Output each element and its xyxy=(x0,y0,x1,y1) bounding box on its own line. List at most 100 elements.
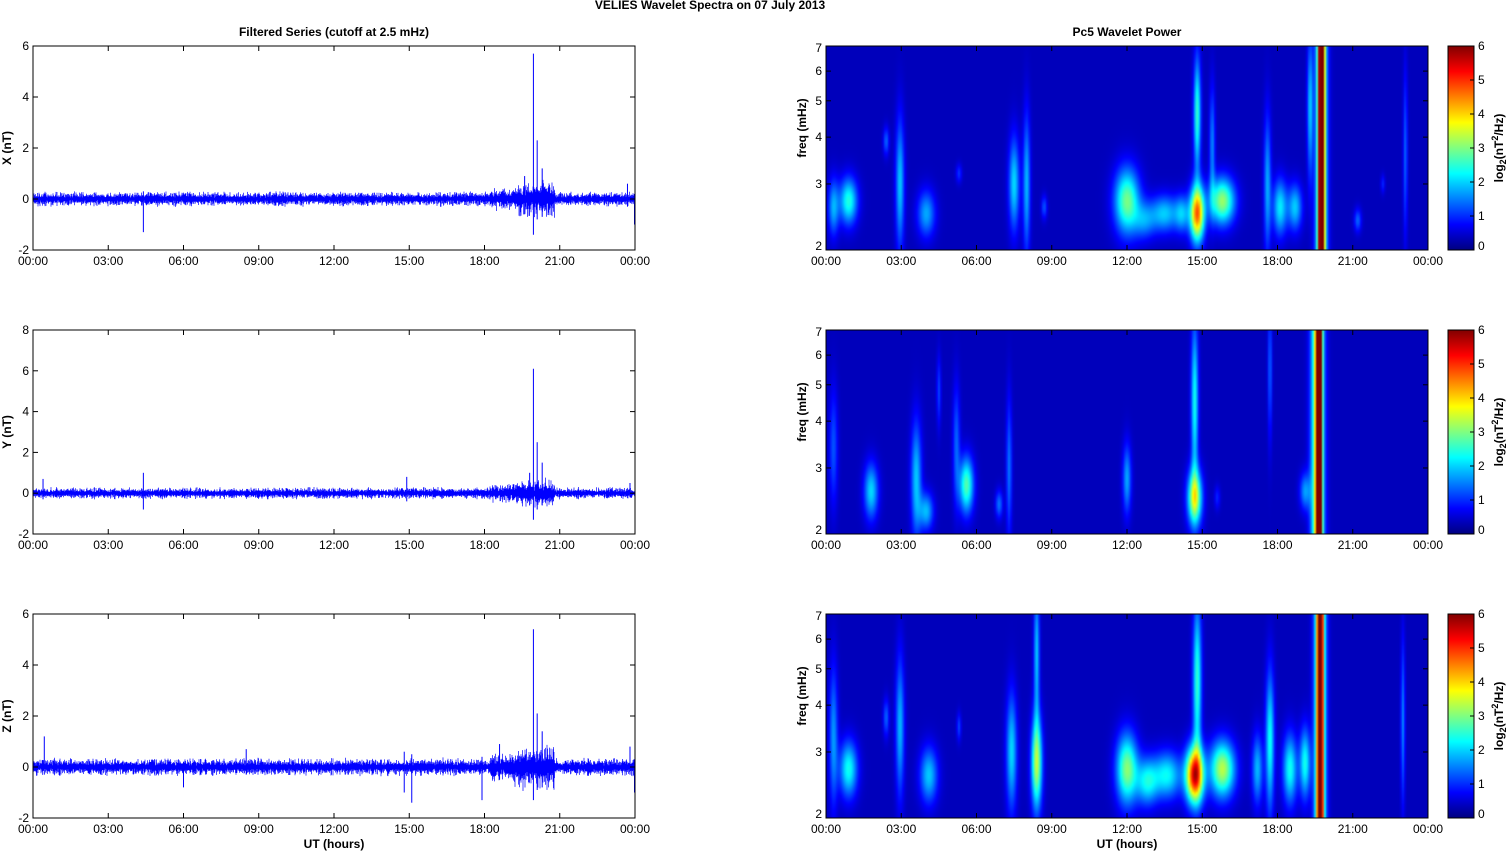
y-tick-label: 5 xyxy=(815,378,822,392)
colorbar-tick-label: 2 xyxy=(1478,459,1485,473)
y-tick-label: 0 xyxy=(22,486,29,500)
y-tick-label: 2 xyxy=(815,239,822,253)
x-tick-label: 18:00 xyxy=(469,822,499,836)
y-tick-label: 0 xyxy=(22,192,29,206)
x-tick-label: 21:00 xyxy=(1338,822,1368,836)
right-column-title: Pc5 Wavelet Power xyxy=(1073,25,1182,39)
colorbar-tick-label: 1 xyxy=(1478,777,1485,791)
y-tick-label: 4 xyxy=(815,414,822,428)
x-tick-label: 15:00 xyxy=(394,254,424,268)
colorbar-tick-label: 6 xyxy=(1478,607,1485,621)
x-axis-label: UT (hours) xyxy=(304,837,365,851)
x-tick-label: 15:00 xyxy=(394,822,424,836)
x-tick-label: 12:00 xyxy=(319,254,349,268)
panel-5: 2 3 4 5 6 7 freq (mHz) 0 1 2 3 4 5 6 log2(nT2/Hz) 00:00… xyxy=(795,323,1508,552)
y-axis-label: Z (nT) xyxy=(0,699,14,732)
colorbar-tick-label: 3 xyxy=(1478,709,1485,723)
x-tick-label: 00:00 xyxy=(18,254,48,268)
main-title: VELIES Wavelet Spectra on 07 July 2013 xyxy=(595,0,826,12)
y-axis-label: X (nT) xyxy=(0,131,14,165)
y-tick-label: 2 xyxy=(815,807,822,821)
x-tick-label: 12:00 xyxy=(1112,538,1142,552)
y-tick-label: 6 xyxy=(815,632,822,646)
colorbar-tick-label: 4 xyxy=(1478,391,1485,405)
colorbar-tick-label: 2 xyxy=(1478,175,1485,189)
y-tick-label: 6 xyxy=(815,64,822,78)
panel-1: -2 0 2 4 6 X (nT) 00:00 03:00 06:00 09:00 12:00 15:… xyxy=(0,39,650,268)
x-tick-label: 09:00 xyxy=(1037,822,1067,836)
x-tick-label: 00:00 xyxy=(620,254,650,268)
colorbar-tick-label: 0 xyxy=(1478,239,1485,253)
colorbar-tick-label: 0 xyxy=(1478,523,1485,537)
x-tick-label: 18:00 xyxy=(469,254,499,268)
colorbar-tick-label: 5 xyxy=(1478,357,1485,371)
colorbar-tick-label: 4 xyxy=(1478,107,1485,121)
y-tick-label: 5 xyxy=(815,94,822,108)
y-tick-label: -2 xyxy=(18,527,29,541)
y-tick-label: 8 xyxy=(22,323,29,337)
y-axis-label: freq (mHz) xyxy=(795,382,809,441)
x-tick-label: 00:00 xyxy=(1413,538,1443,552)
panel-3: -2 0 2 4 6 Z (nT) 00:00 03:00 06:00 09:00 12:00 15:… xyxy=(0,607,650,851)
x-tick-label: 00:00 xyxy=(1413,822,1443,836)
left-column-title: Filtered Series (cutoff at 2.5 mHz) xyxy=(239,25,429,39)
x-tick-label: 00:00 xyxy=(620,822,650,836)
wavelet-power-image xyxy=(826,330,1428,534)
colorbar-tick-label: 5 xyxy=(1478,641,1485,655)
x-tick-label: 18:00 xyxy=(1262,538,1292,552)
y-tick-label: -2 xyxy=(18,811,29,825)
x-tick-label: 12:00 xyxy=(319,538,349,552)
x-tick-label: 06:00 xyxy=(961,538,991,552)
y-tick-label: 2 xyxy=(22,141,29,155)
wavelet-power-image xyxy=(826,46,1428,250)
y-tick-label: 2 xyxy=(22,709,29,723)
x-tick-label: 09:00 xyxy=(1037,254,1067,268)
x-tick-label: 15:00 xyxy=(1187,254,1217,268)
x-axis-label: UT (hours) xyxy=(1097,837,1158,851)
colorbar: 0 1 2 3 4 5 6 log2(nT2/Hz) xyxy=(1447,39,1508,253)
colorbar-tick-label: 5 xyxy=(1478,73,1485,87)
x-tick-label: 03:00 xyxy=(93,822,123,836)
x-tick-label: 09:00 xyxy=(244,538,274,552)
y-tick-label: 2 xyxy=(815,523,822,537)
x-tick-label: 00:00 xyxy=(1413,254,1443,268)
colorbar-tick-label: 3 xyxy=(1478,425,1485,439)
y-axis-label: Y (nT) xyxy=(0,415,14,449)
colorbar-scale xyxy=(1447,613,1475,819)
y-axis-label: freq (mHz) xyxy=(795,98,809,157)
colorbar-label: log2(nT2/Hz) xyxy=(1490,114,1508,183)
x-tick-label: 15:00 xyxy=(1187,538,1217,552)
colorbar-label: log2(nT2/Hz) xyxy=(1490,682,1508,751)
plot-area xyxy=(33,46,635,250)
colorbar-tick-label: 1 xyxy=(1478,209,1485,223)
y-tick-label: 7 xyxy=(815,325,822,339)
x-tick-label: 03:00 xyxy=(886,538,916,552)
y-tick-label: 4 xyxy=(815,698,822,712)
colorbar-label: log2(nT2/Hz) xyxy=(1490,398,1508,467)
colorbar-tick-label: 6 xyxy=(1478,323,1485,337)
y-tick-label: 3 xyxy=(815,745,822,759)
colorbar-scale xyxy=(1447,329,1475,535)
y-tick-label: 7 xyxy=(815,609,822,623)
x-tick-label: 21:00 xyxy=(545,822,575,836)
x-tick-label: 18:00 xyxy=(469,538,499,552)
colorbar-tick-label: 4 xyxy=(1478,675,1485,689)
y-tick-label: 4 xyxy=(22,405,29,419)
y-tick-label: 6 xyxy=(815,348,822,362)
y-tick-label: 3 xyxy=(815,177,822,191)
y-tick-label: 4 xyxy=(22,658,29,672)
x-tick-label: 09:00 xyxy=(1037,538,1067,552)
panel-2: -2 0 2 4 6 8 Y (nT) 00:00 03:00 06:00 09:00 12:00 15… xyxy=(0,323,650,552)
x-tick-label: 06:00 xyxy=(168,822,198,836)
x-tick-label: 18:00 xyxy=(1262,822,1292,836)
y-tick-label: 6 xyxy=(22,39,29,53)
y-axis-label: freq (mHz) xyxy=(795,666,809,725)
y-tick-label: 2 xyxy=(22,445,29,459)
x-tick-label: 09:00 xyxy=(244,822,274,836)
x-tick-label: 15:00 xyxy=(1187,822,1217,836)
x-tick-label: 21:00 xyxy=(1338,254,1368,268)
x-tick-label: 03:00 xyxy=(886,822,916,836)
x-tick-label: 00:00 xyxy=(620,538,650,552)
x-tick-label: 03:00 xyxy=(93,254,123,268)
x-tick-label: 12:00 xyxy=(1112,822,1142,836)
